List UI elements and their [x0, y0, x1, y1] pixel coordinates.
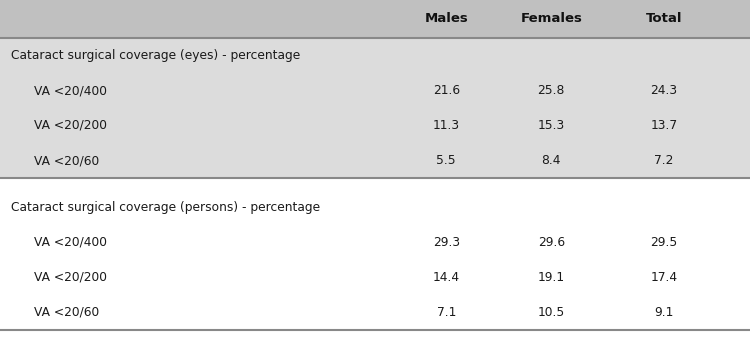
Bar	[0, 73, 750, 108]
Text: 9.1: 9.1	[654, 306, 674, 319]
Bar	[0, 143, 750, 178]
Text: VA <20/60: VA <20/60	[34, 306, 99, 319]
Text: Cataract surgical coverage (persons) - percentage: Cataract surgical coverage (persons) - p…	[11, 201, 320, 214]
Text: 7.1: 7.1	[436, 306, 456, 319]
Bar	[0, 330, 750, 360]
Bar	[0, 38, 750, 73]
Text: Females: Females	[520, 13, 582, 26]
Text: 19.1: 19.1	[538, 271, 565, 284]
Text: 29.3: 29.3	[433, 236, 460, 249]
Text: Cataract surgical coverage (eyes) - percentage: Cataract surgical coverage (eyes) - perc…	[11, 49, 301, 62]
Text: 7.2: 7.2	[654, 154, 674, 167]
Text: Total: Total	[646, 13, 682, 26]
Bar	[0, 178, 750, 190]
Text: 17.4: 17.4	[650, 271, 677, 284]
Bar	[0, 0, 750, 38]
Text: 29.5: 29.5	[650, 236, 677, 249]
Text: 14.4: 14.4	[433, 271, 460, 284]
Text: VA <20/400: VA <20/400	[34, 236, 106, 249]
Text: VA <20/200: VA <20/200	[34, 119, 106, 132]
Bar	[0, 108, 750, 143]
Text: VA <20/60: VA <20/60	[34, 154, 99, 167]
Text: 13.7: 13.7	[650, 119, 677, 132]
Text: VA <20/200: VA <20/200	[34, 271, 106, 284]
Text: 29.6: 29.6	[538, 236, 565, 249]
Bar	[0, 190, 750, 225]
Text: 21.6: 21.6	[433, 84, 460, 97]
Text: 24.3: 24.3	[650, 84, 677, 97]
Text: VA <20/400: VA <20/400	[34, 84, 106, 97]
Text: 11.3: 11.3	[433, 119, 460, 132]
Text: 8.4: 8.4	[542, 154, 561, 167]
Bar	[0, 260, 750, 295]
Text: 25.8: 25.8	[538, 84, 565, 97]
Text: 10.5: 10.5	[538, 306, 565, 319]
Bar	[0, 225, 750, 260]
Bar	[0, 295, 750, 330]
Text: 15.3: 15.3	[538, 119, 565, 132]
Text: Males: Males	[424, 13, 468, 26]
Text: 5.5: 5.5	[436, 154, 456, 167]
